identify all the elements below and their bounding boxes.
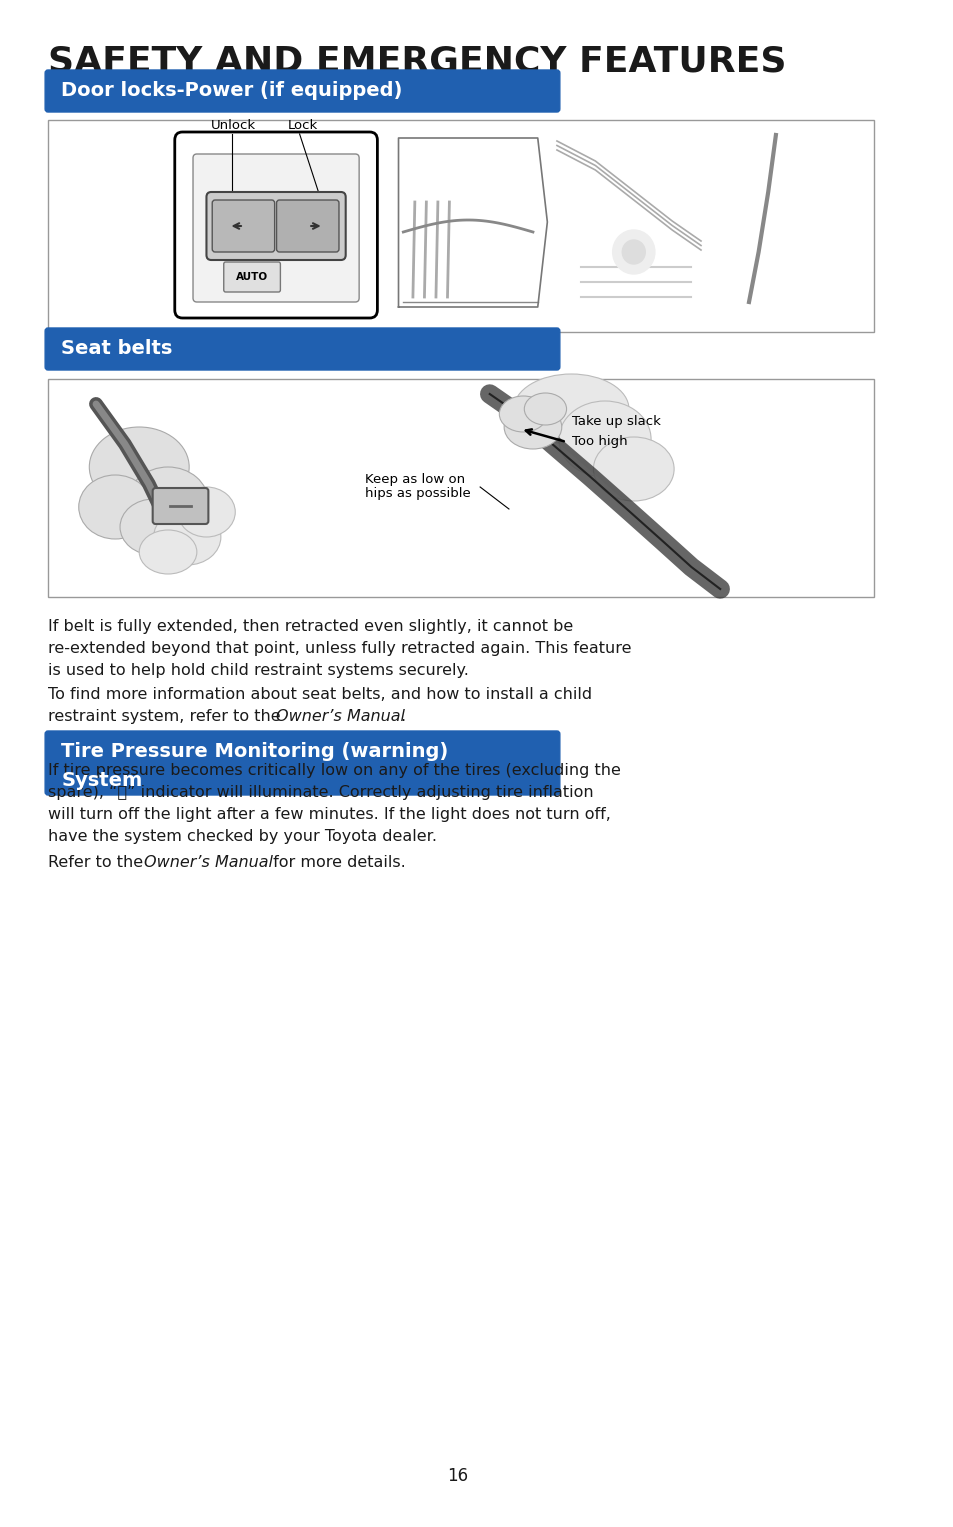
- Text: have the system checked by your Toyota dealer.: have the system checked by your Toyota d…: [48, 829, 436, 844]
- Ellipse shape: [503, 405, 561, 449]
- Ellipse shape: [128, 467, 208, 538]
- Text: .: .: [399, 709, 405, 724]
- Text: Owner’s Manual: Owner’s Manual: [144, 855, 273, 870]
- Text: Seat belts: Seat belts: [61, 339, 172, 359]
- FancyBboxPatch shape: [45, 328, 559, 370]
- Text: If belt is fully extended, then retracted even slightly, it cannot be: If belt is fully extended, then retracte…: [48, 618, 573, 634]
- Ellipse shape: [153, 508, 221, 565]
- Text: for more details.: for more details.: [268, 855, 405, 870]
- Ellipse shape: [514, 374, 628, 444]
- FancyBboxPatch shape: [212, 200, 274, 252]
- Text: will turn off the light after a few minutes. If the light does not turn off,: will turn off the light after a few minu…: [48, 806, 610, 822]
- Bar: [48, 121, 873, 331]
- Text: re-extended beyond that point, unless fully retracted again. This feature: re-extended beyond that point, unless fu…: [48, 641, 631, 657]
- Text: Owner’s Manual: Owner’s Manual: [276, 709, 405, 724]
- FancyBboxPatch shape: [174, 131, 377, 318]
- Text: Keep as low on: Keep as low on: [364, 472, 464, 486]
- Text: If tire pressure becomes critically low on any of the tires (excluding the: If tire pressure becomes critically low …: [48, 764, 620, 777]
- Text: Unlock: Unlock: [211, 119, 256, 131]
- Circle shape: [621, 240, 644, 264]
- Text: hips as possible: hips as possible: [364, 487, 470, 501]
- Text: Take up slack: Take up slack: [572, 414, 660, 428]
- FancyBboxPatch shape: [193, 154, 358, 302]
- FancyBboxPatch shape: [152, 489, 208, 524]
- Ellipse shape: [558, 402, 650, 476]
- Ellipse shape: [498, 395, 547, 432]
- Text: SAFETY AND EMERGENCY FEATURES: SAFETY AND EMERGENCY FEATURES: [48, 44, 785, 78]
- Text: Door locks-Power (if equipped): Door locks-Power (if equipped): [61, 81, 402, 101]
- Ellipse shape: [593, 437, 674, 501]
- Text: Refer to the: Refer to the: [48, 855, 148, 870]
- Text: AUTO: AUTO: [235, 272, 268, 282]
- Circle shape: [612, 231, 654, 273]
- Ellipse shape: [139, 530, 196, 574]
- Text: is used to help hold child restraint systems securely.: is used to help hold child restraint sys…: [48, 663, 468, 678]
- Ellipse shape: [524, 392, 566, 425]
- FancyBboxPatch shape: [45, 70, 559, 111]
- Text: Too high: Too high: [572, 435, 627, 447]
- Text: To find more information about seat belts, and how to install a child: To find more information about seat belt…: [48, 687, 592, 702]
- Ellipse shape: [79, 475, 152, 539]
- Text: Lock: Lock: [288, 119, 318, 131]
- FancyBboxPatch shape: [224, 263, 280, 292]
- Ellipse shape: [90, 428, 189, 507]
- Text: Tire Pressure Monitoring (warning): Tire Pressure Monitoring (warning): [61, 742, 448, 760]
- Bar: [48, 379, 873, 597]
- FancyBboxPatch shape: [276, 200, 338, 252]
- Text: spare), “Ⓘ” indicator will illuminate. Correctly adjusting tire inflation: spare), “Ⓘ” indicator will illuminate. C…: [48, 785, 593, 800]
- Ellipse shape: [177, 487, 235, 538]
- FancyBboxPatch shape: [206, 192, 345, 260]
- Text: System: System: [61, 771, 143, 789]
- Text: 16: 16: [447, 1467, 468, 1484]
- Text: restraint system, refer to the: restraint system, refer to the: [48, 709, 286, 724]
- FancyBboxPatch shape: [45, 731, 559, 796]
- Ellipse shape: [120, 499, 187, 554]
